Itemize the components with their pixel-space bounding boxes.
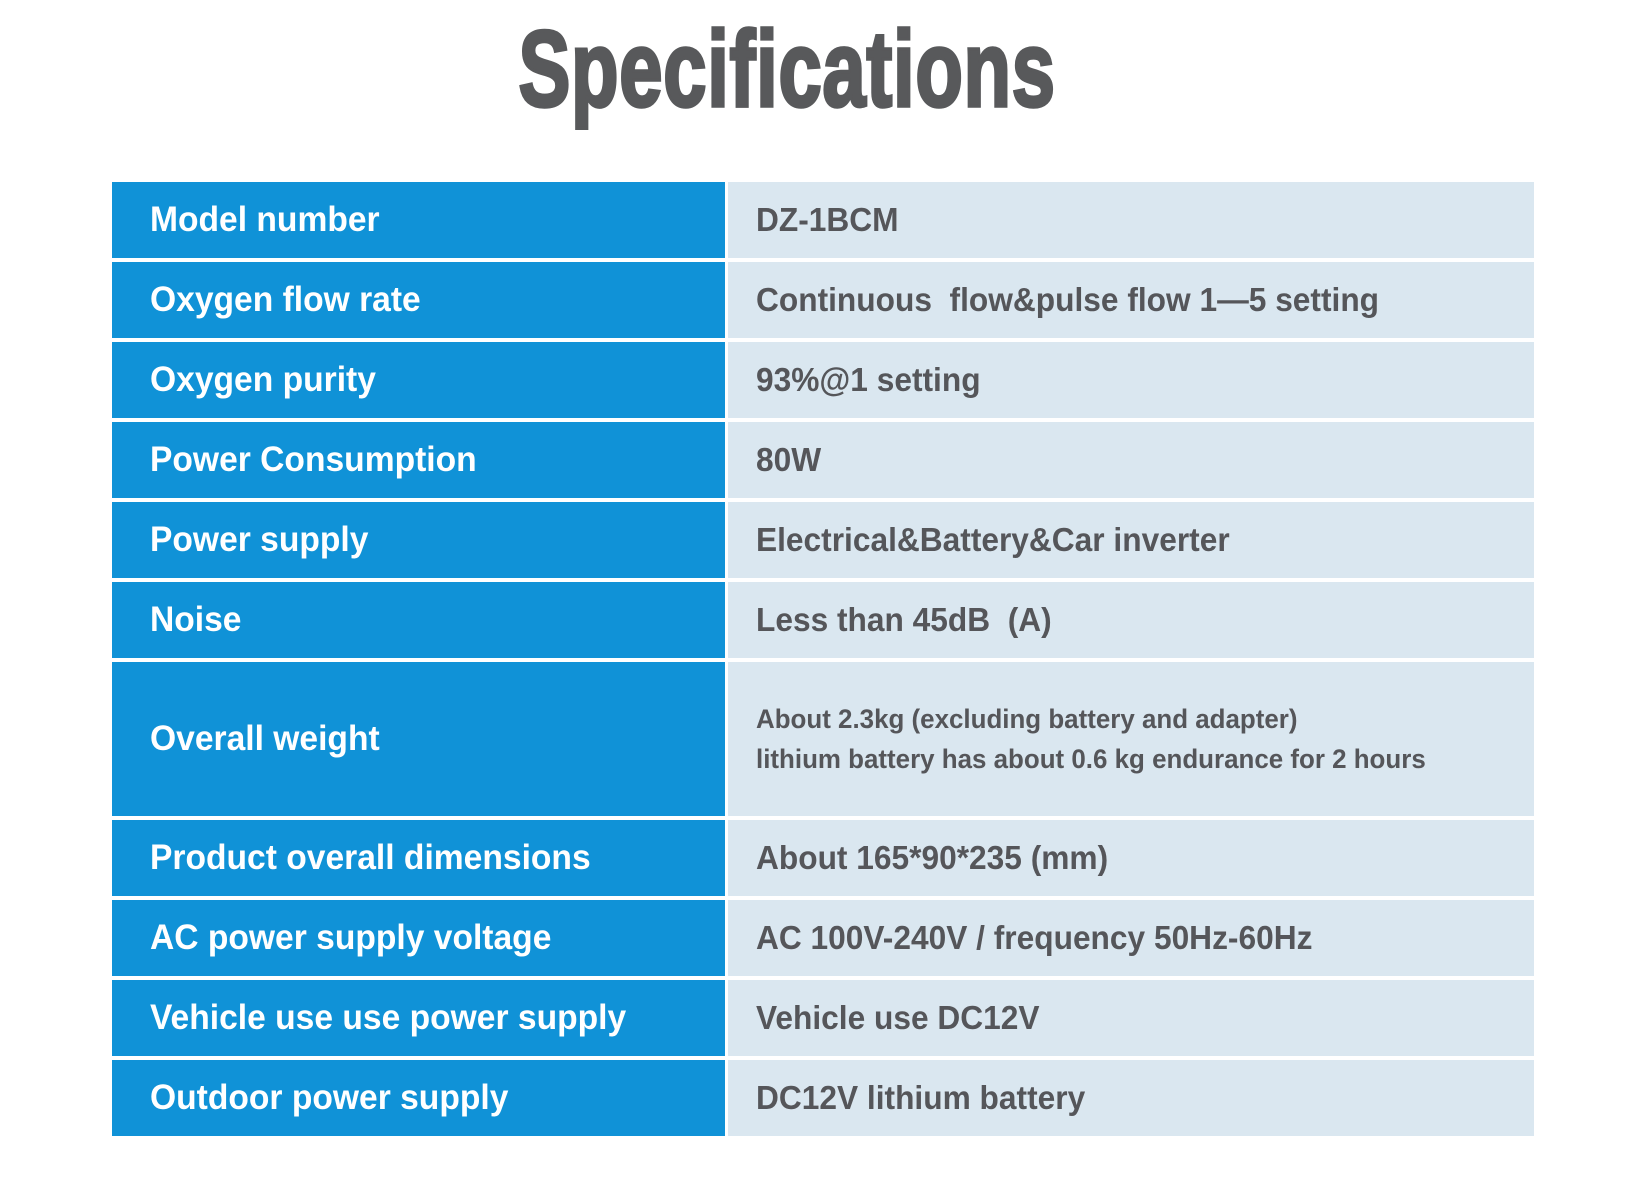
- spec-value-cell: Continuous flow&pulse flow 1—5 setting: [728, 262, 1534, 338]
- spec-value-cell: AC 100V-240V / frequency 50Hz-60Hz: [728, 900, 1534, 976]
- spec-label-cell: Power Consumption: [112, 422, 725, 498]
- spec-label-cell: Overall weight: [112, 662, 725, 816]
- spec-label: AC power supply voltage: [150, 918, 552, 957]
- spec-value: Continuous flow&pulse flow 1—5 setting: [756, 281, 1380, 318]
- table-row: Overall weight About 2.3kg (excluding ba…: [112, 662, 1534, 816]
- spec-label: Oxygen purity: [150, 360, 376, 399]
- spec-value-cell: DZ-1BCM: [728, 182, 1534, 258]
- page-title-text: Specifications: [517, 7, 1056, 129]
- spec-value: About 2.3kg (excluding battery and adapt…: [756, 699, 1426, 780]
- spec-label: Product overall dimensions: [150, 838, 591, 877]
- spec-value: 93%@1 setting: [756, 361, 981, 398]
- specifications-table: Model number DZ-1BCM Oxygen flow rate Co…: [112, 182, 1534, 1136]
- spec-value: AC 100V-240V / frequency 50Hz-60Hz: [756, 919, 1313, 956]
- table-row: AC power supply voltage AC 100V-240V / f…: [112, 900, 1534, 976]
- table-row: Vehicle use use power supply Vehicle use…: [112, 980, 1534, 1056]
- spec-value-cell: Vehicle use DC12V: [728, 980, 1534, 1056]
- table-row: Power supply Electrical&Battery&Car inve…: [112, 502, 1534, 578]
- spec-label: Power Consumption: [150, 440, 477, 479]
- spec-label: Vehicle use use power supply: [150, 998, 627, 1037]
- spec-value: Electrical&Battery&Car inverter: [756, 521, 1230, 558]
- spec-label-cell: Oxygen purity: [112, 342, 725, 418]
- spec-value: Vehicle use DC12V: [756, 999, 1040, 1036]
- spec-value-cell: About 165*90*235 (mm): [728, 820, 1534, 896]
- spec-value: Less than 45dB (A): [756, 601, 1052, 638]
- spec-label-cell: Vehicle use use power supply: [112, 980, 725, 1056]
- table-row: Model number DZ-1BCM: [112, 182, 1534, 258]
- spec-value: 80W: [756, 441, 822, 478]
- table-row: Oxygen purity 93%@1 setting: [112, 342, 1534, 418]
- spec-label: Outdoor power supply: [150, 1078, 509, 1117]
- spec-label-cell: Model number: [112, 182, 725, 258]
- spec-value: About 165*90*235 (mm): [756, 839, 1109, 876]
- table-row: Noise Less than 45dB (A): [112, 582, 1534, 658]
- spec-label-cell: Oxygen flow rate: [112, 262, 725, 338]
- table-row: Oxygen flow rate Continuous flow&pulse f…: [112, 262, 1534, 338]
- spec-value-cell: 80W: [728, 422, 1534, 498]
- spec-label-cell: Outdoor power supply: [112, 1060, 725, 1136]
- spec-label: Overall weight: [150, 719, 380, 758]
- spec-value-cell: Less than 45dB (A): [728, 582, 1534, 658]
- spec-value-cell: DC12V lithium battery: [728, 1060, 1534, 1136]
- spec-value-cell: 93%@1 setting: [728, 342, 1534, 418]
- table-row: Power Consumption 80W: [112, 422, 1534, 498]
- spec-label-cell: Power supply: [112, 502, 725, 578]
- spec-value-line: lithium battery has about 0.6 kg enduran…: [756, 744, 1426, 774]
- spec-value-line: About 2.3kg (excluding battery and adapt…: [756, 703, 1298, 734]
- table-row: Outdoor power supply DC12V lithium batte…: [112, 1060, 1534, 1136]
- spec-label: Power supply: [150, 520, 369, 559]
- spec-label-cell: AC power supply voltage: [112, 900, 725, 976]
- spec-value: DC12V lithium battery: [756, 1079, 1086, 1116]
- spec-value: DZ-1BCM: [756, 201, 899, 238]
- page-title: Specifications: [0, 7, 1610, 129]
- spec-label: Noise: [150, 600, 242, 639]
- spec-label: Oxygen flow rate: [150, 280, 421, 319]
- spec-label: Model number: [150, 200, 380, 239]
- spec-label-cell: Noise: [112, 582, 725, 658]
- spec-value-cell: Electrical&Battery&Car inverter: [728, 502, 1534, 578]
- table-row: Product overall dimensions About 165*90*…: [112, 820, 1534, 896]
- spec-value-cell: About 2.3kg (excluding battery and adapt…: [728, 662, 1534, 816]
- spec-label-cell: Product overall dimensions: [112, 820, 725, 896]
